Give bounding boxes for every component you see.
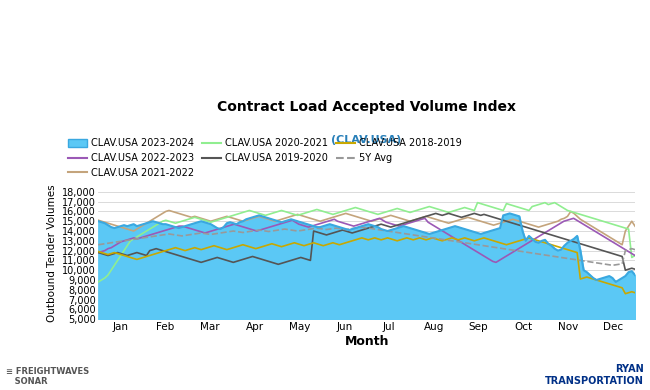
Title: Contract Load Accepted Volume Index: Contract Load Accepted Volume Index (217, 99, 516, 113)
Text: ≡ FREIGHTWAVES
   SONAR: ≡ FREIGHTWAVES SONAR (6, 367, 90, 386)
Text: RYAN
TRANSPORTATION: RYAN TRANSPORTATION (545, 365, 644, 386)
Legend: CLAV.USA 2023-2024, CLAV.USA 2022-2023, CLAV.USA 2021-2022, CLAV.USA 2020-2021, : CLAV.USA 2023-2024, CLAV.USA 2022-2023, … (66, 136, 464, 180)
X-axis label: Month: Month (344, 335, 389, 348)
Y-axis label: Outbound Tender Volumes: Outbound Tender Volumes (47, 184, 57, 322)
Text: (CLAV.USA): (CLAV.USA) (332, 135, 402, 145)
